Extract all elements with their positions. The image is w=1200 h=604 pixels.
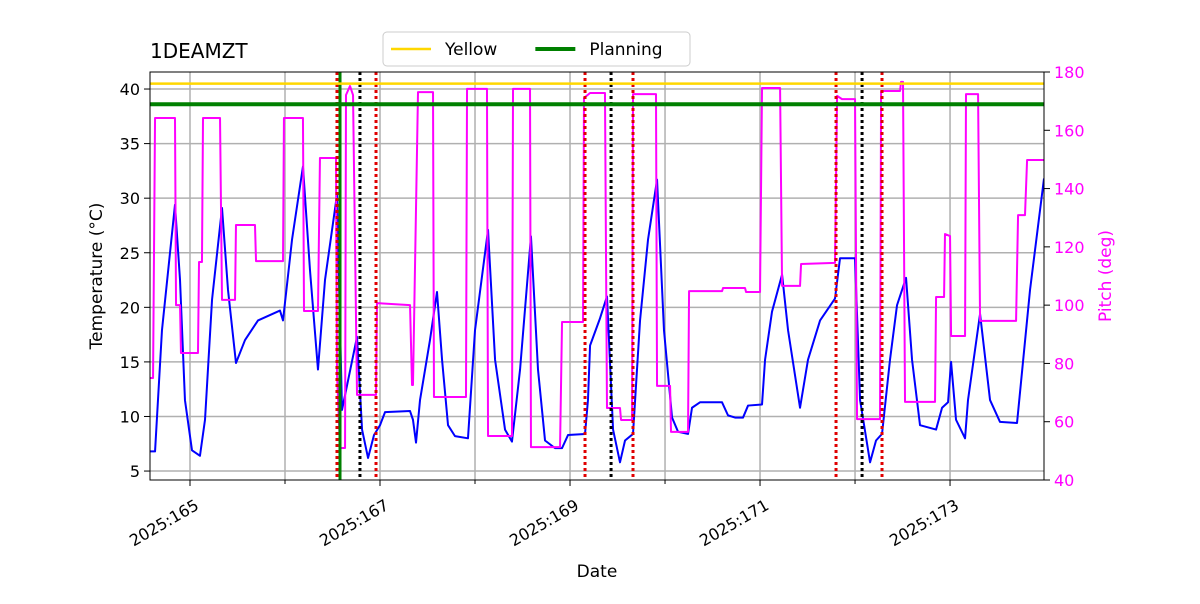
legend: Yellow Planning [382, 31, 691, 67]
y2-tick-label: 180 [1054, 63, 1085, 82]
legend-label: Yellow [444, 40, 497, 60]
y-tick-label: 35 [120, 135, 140, 154]
plot-frame [149, 71, 1045, 481]
y2-tick-label: 160 [1054, 121, 1085, 140]
y-axis-label: Temperature (°C) [87, 203, 107, 351]
plot-area [150, 72, 1044, 480]
y-tick-label: 30 [120, 189, 140, 208]
y-tick-label: 15 [120, 353, 140, 372]
y2-tick-label: 80 [1054, 354, 1074, 373]
y2-tick-label: 40 [1054, 471, 1074, 490]
y-tick-label: 25 [120, 244, 140, 263]
y-tick-label: 10 [120, 407, 140, 426]
chart-title: 1DEAMZT [150, 39, 248, 63]
y2-tick-label: 60 [1054, 413, 1074, 432]
y2-axis-label: Pitch (deg) [1096, 230, 1116, 322]
y-tick-label: 20 [120, 298, 140, 317]
y-tick-label: 5 [130, 462, 140, 481]
series-line [150, 80, 1044, 449]
legend-label: Planning [589, 40, 662, 60]
y2-tick-label: 140 [1054, 180, 1085, 199]
y2-tick-label: 100 [1054, 296, 1085, 315]
y-tick-label: 40 [120, 80, 140, 99]
x-axis-label: Date [577, 562, 618, 582]
y2-tick-label: 120 [1054, 238, 1085, 257]
